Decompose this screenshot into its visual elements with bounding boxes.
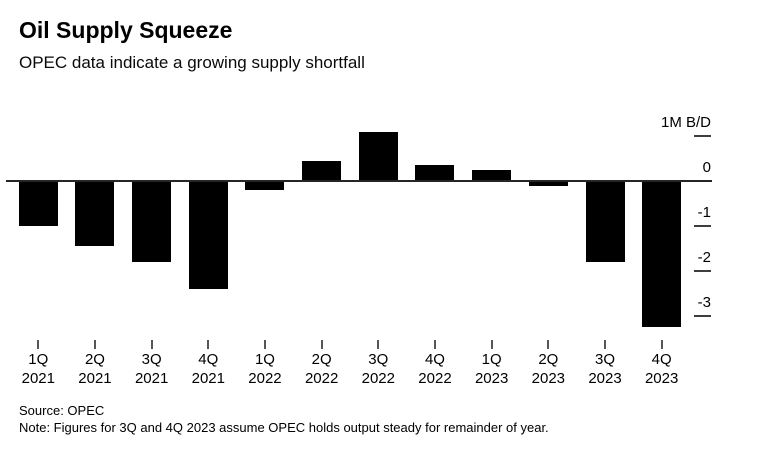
bar-1q-2023 (472, 169, 512, 181)
y-tick-label-0: 0 (702, 159, 711, 176)
source-note: Source: OPEC (19, 403, 105, 418)
x-label-year: 2022 (304, 370, 339, 387)
x-label-quarter: 4Q (651, 351, 672, 368)
x-label-quarter: 3Q (368, 351, 389, 368)
x-tick-4q-2021 (207, 340, 210, 349)
x-label-year: 2023 (644, 370, 679, 387)
x-label-year: 2022 (361, 370, 395, 387)
x-tick-2q-2021 (93, 340, 96, 349)
bar-3q-2022 (358, 131, 398, 181)
x-label-year: 2021 (21, 370, 55, 387)
y-tick-label-1: 1M B/D (660, 114, 711, 131)
x-label-2q-2022: 2Q 2022 (294, 350, 350, 388)
y-tick-label--1: -1 (697, 204, 711, 221)
x-label-year: 2022 (418, 370, 452, 387)
x-tick-2q-2022 (320, 340, 323, 349)
y-tick--2 (694, 270, 711, 272)
x-tick-3q-2022 (377, 340, 380, 349)
chart-title: Oil Supply Squeeze (19, 17, 233, 43)
x-label-year: 2021 (134, 370, 169, 387)
x-tick-4q-2022 (433, 340, 436, 349)
x-label-quarter: 1Q (481, 351, 502, 368)
x-label-1q-2023: 1Q 2023 (464, 350, 520, 388)
y-tick-label--2: -2 (697, 249, 711, 266)
x-label-4q-2023: 4Q 2023 (634, 350, 690, 388)
x-tick-1q-2021 (37, 340, 40, 349)
x-label-year: 2021 (191, 370, 225, 387)
y-tick--1 (694, 225, 711, 227)
zero-baseline (6, 180, 712, 182)
x-tick-2q-2023 (547, 340, 550, 349)
footnote: Note: Figures for 3Q and 4Q 2023 assume … (19, 420, 549, 435)
bar-2q-2022 (302, 160, 342, 181)
x-label-quarter: 1Q (254, 351, 275, 368)
bar-3q-2021 (132, 181, 172, 262)
x-label-quarter: 2Q (311, 351, 332, 368)
x-label-1q-2022: 1Q 2022 (237, 350, 293, 388)
x-label-year: 2022 (248, 370, 282, 387)
x-label-quarter: 3Q (141, 351, 162, 368)
x-tick-4q-2023 (660, 340, 663, 349)
x-label-3q-2021: 3Q 2021 (124, 350, 180, 388)
x-label-4q-2022: 4Q 2022 (407, 350, 463, 388)
x-label-year: 2023 (531, 370, 566, 387)
bar-4q-2022 (415, 165, 455, 181)
bar-4q-2021 (188, 181, 228, 289)
x-label-year: 2023 (474, 370, 509, 387)
bar-1q-2022 (245, 181, 285, 190)
x-label-quarter: 4Q (198, 351, 219, 368)
x-tick-1q-2023 (490, 340, 493, 349)
x-label-quarter: 1Q (28, 351, 49, 368)
bar-2q-2021 (75, 181, 115, 247)
x-tick-3q-2023 (604, 340, 606, 349)
bar-3q-2023 (585, 181, 625, 262)
bar-4q-2023 (642, 181, 682, 328)
y-tick--3 (694, 315, 711, 317)
bar-1q-2021 (18, 181, 58, 226)
x-label-3q-2022: 3Q 2022 (350, 350, 406, 388)
x-label-quarter: 3Q (594, 351, 615, 368)
x-label-quarter: 2Q (538, 351, 559, 368)
x-tick-1q-2022 (263, 340, 266, 349)
y-tick-1 (694, 135, 711, 137)
x-label-1q-2021: 1Q 2021 (10, 350, 66, 388)
x-label-2q-2021: 2Q 2021 (67, 350, 123, 388)
chart-subtitle: OPEC data indicate a growing supply shor… (19, 53, 365, 72)
y-tick-label--3: -3 (697, 294, 711, 311)
x-label-3q-2023: 3Q 2023 (577, 350, 633, 388)
bar-2q-2023 (528, 181, 568, 186)
x-label-year: 2021 (78, 370, 112, 387)
x-label-quarter: 4Q (424, 351, 445, 368)
x-label-2q-2023: 2Q 2023 (520, 350, 576, 388)
x-label-4q-2021: 4Q 2021 (180, 350, 236, 388)
x-label-year: 2023 (588, 370, 622, 387)
x-tick-3q-2021 (150, 340, 153, 349)
x-label-quarter: 2Q (84, 351, 105, 368)
